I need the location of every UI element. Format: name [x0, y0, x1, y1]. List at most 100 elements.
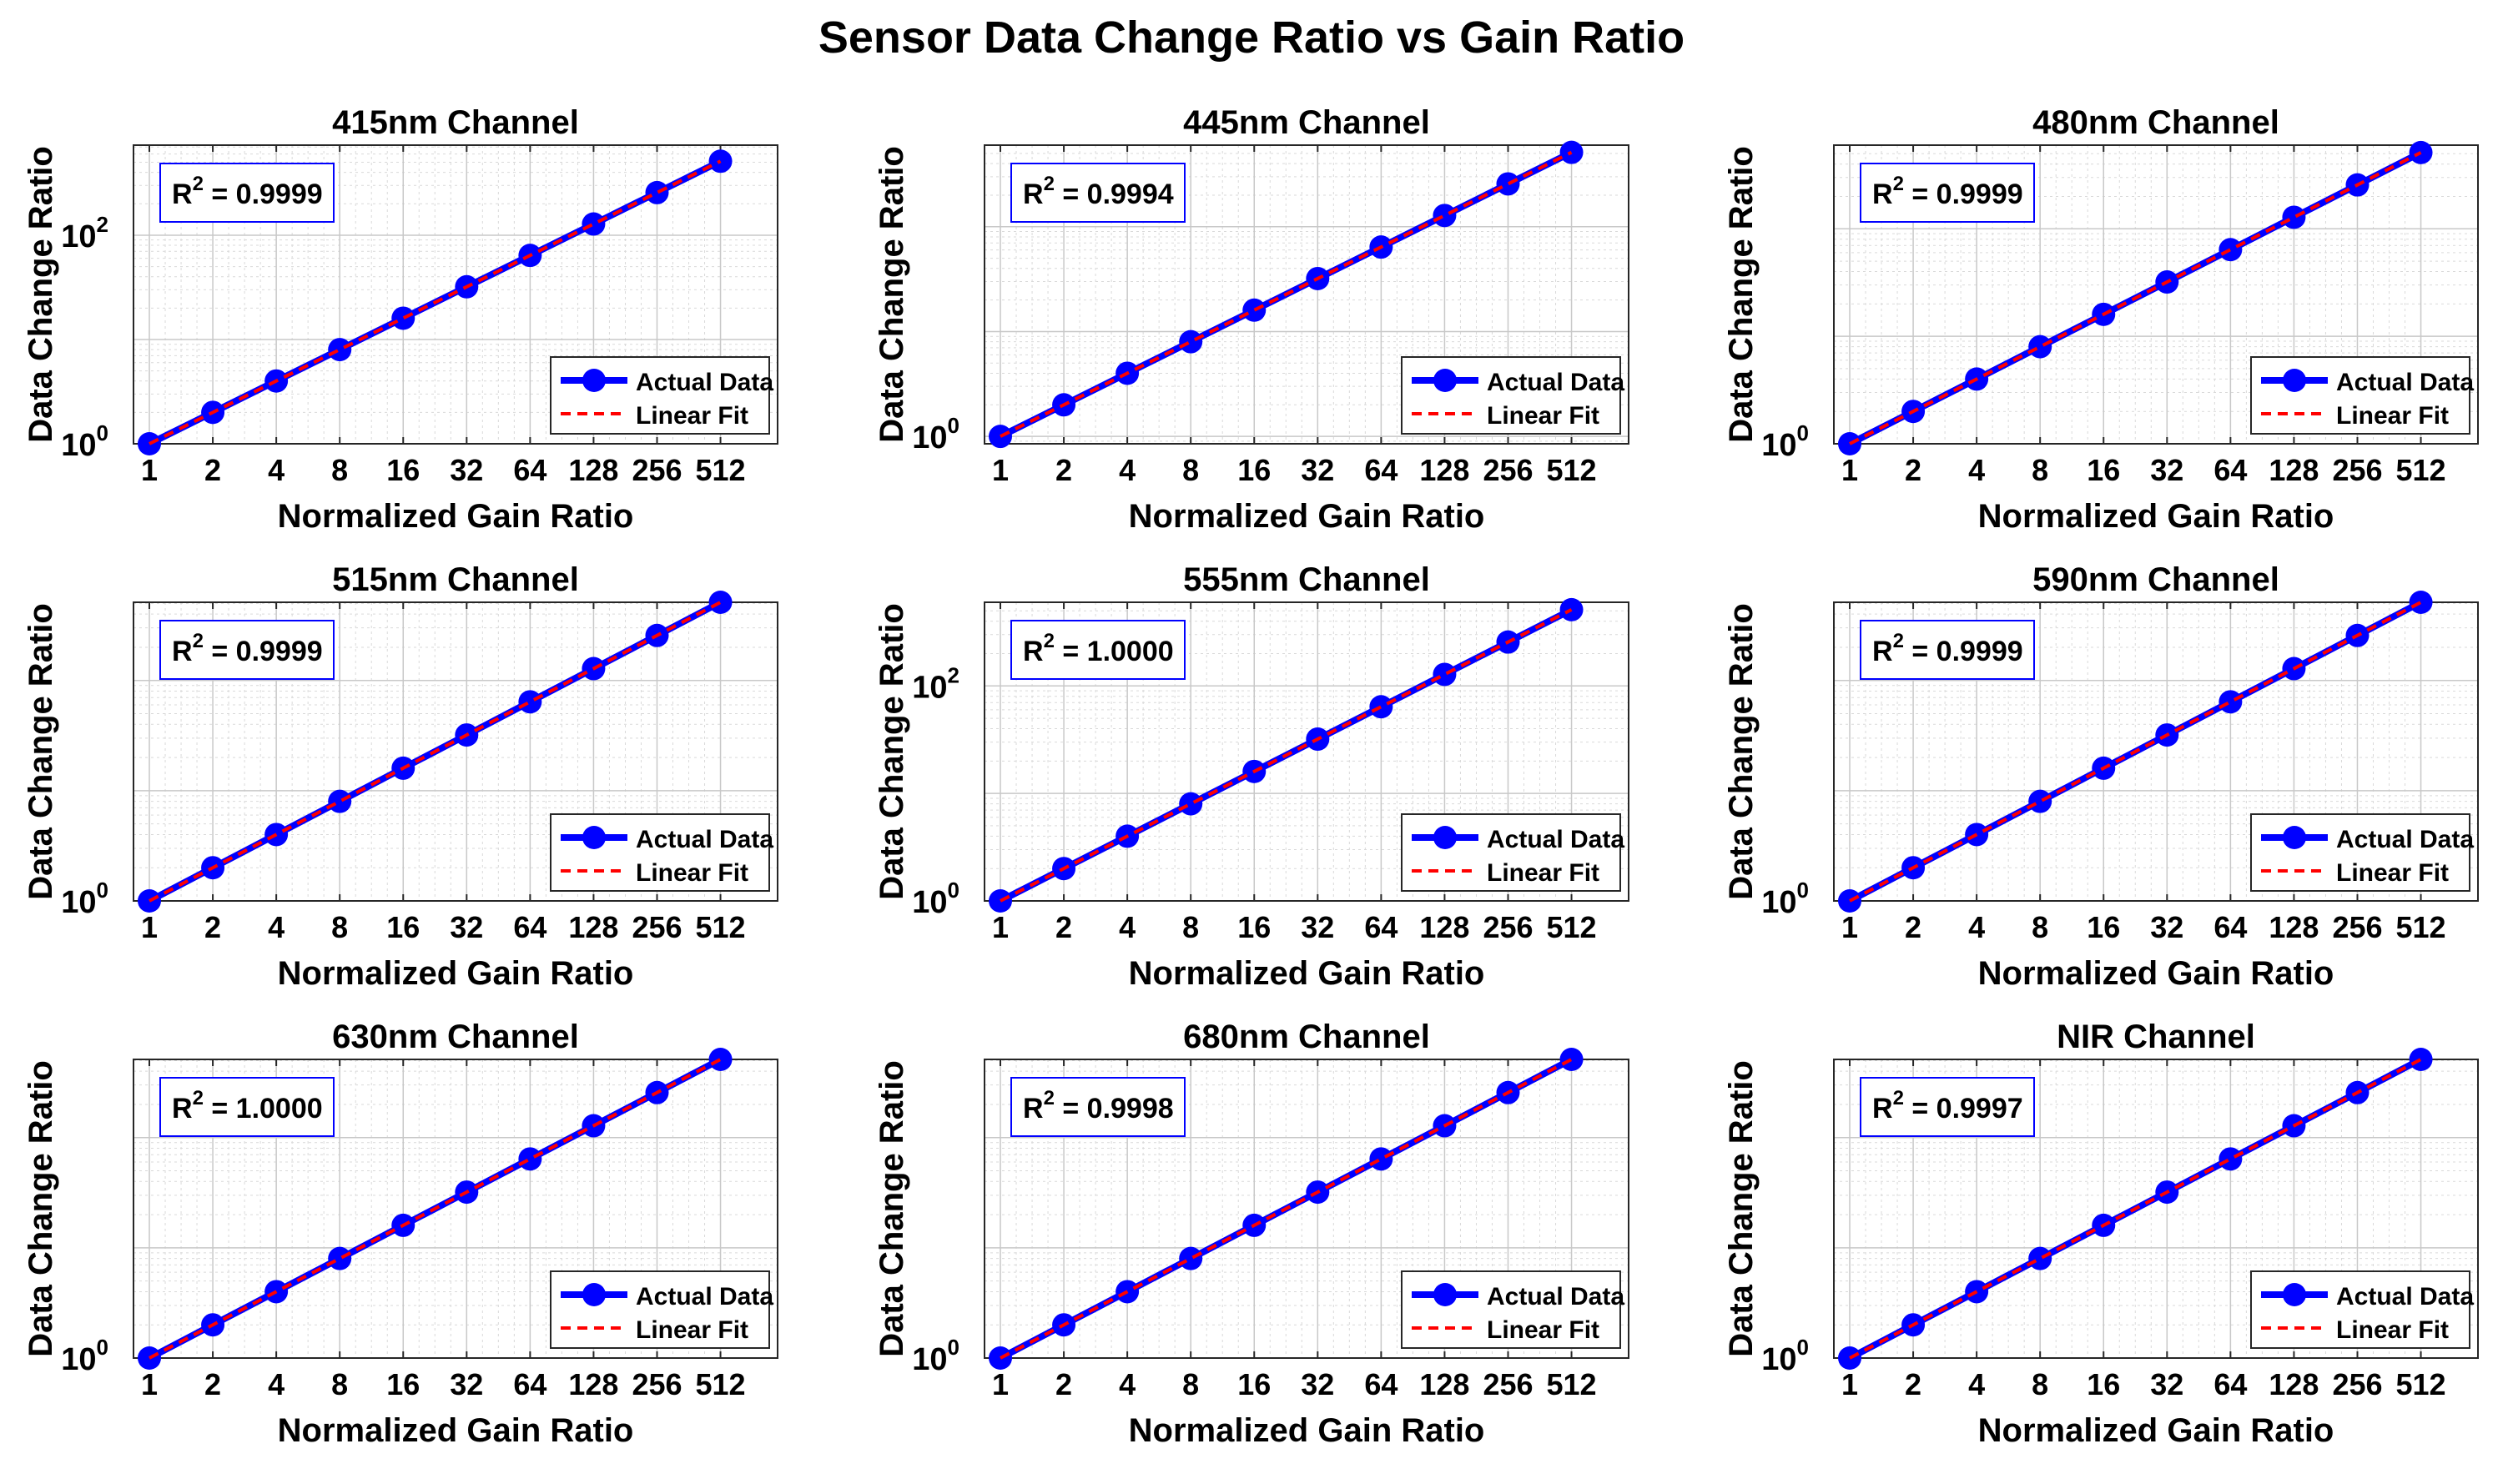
r-squared-sup: 2	[1893, 630, 1904, 652]
x-tick-label: 64	[2213, 453, 2247, 487]
x-tick-label: 16	[1237, 453, 1271, 487]
series-linear-fit-line	[1000, 150, 1573, 438]
r-squared-annotation: R2 = 1.0000	[1010, 620, 1186, 680]
x-tick-label: 32	[2150, 453, 2183, 487]
r-squared-label: R	[1023, 1093, 1044, 1124]
y-tick-base: 10	[912, 420, 947, 455]
r-squared-box	[159, 1077, 335, 1137]
axis-ticks	[1000, 602, 1573, 901]
x-tick-label: 512	[2396, 453, 2446, 487]
x-tick-label: 32	[450, 1367, 483, 1401]
x-tick-label: 1	[1841, 1367, 1858, 1401]
legend-label-actual: Actual Data	[2336, 369, 2474, 396]
r-squared-annotation: R2 = 0.9999	[1860, 620, 2035, 680]
y-tick-exponent: 0	[1797, 420, 1809, 445]
y-tick-base: 10	[912, 885, 947, 920]
x-tick-label: 256	[632, 1367, 682, 1401]
x-tick-label: 32	[450, 453, 483, 487]
x-tick-label: 512	[696, 910, 746, 944]
minor-grid	[985, 1059, 1629, 1358]
x-tick-label: 8	[2032, 453, 2048, 487]
x-tick-label: 32	[2150, 910, 2183, 944]
major-grid	[133, 145, 778, 445]
x-axis-label: Normalized Gain Ratio	[1978, 498, 2334, 535]
axis-ticks	[149, 602, 722, 901]
r-squared-sup: 2	[1044, 173, 1055, 195]
y-axis-label: Data Change Ratio	[23, 146, 59, 443]
x-tick-label: 512	[2396, 910, 2446, 944]
series-linear-fit-line	[1849, 1058, 2422, 1360]
x-tick-label: 128	[568, 1367, 618, 1401]
r-squared-text: R2 = 0.9998	[1023, 1087, 1174, 1124]
actual-data-point	[1496, 172, 1520, 196]
legend-box	[2250, 813, 2470, 892]
x-tick-label: 512	[696, 453, 746, 487]
x-tick-label: 32	[2150, 1367, 2183, 1401]
x-tick-label: 4	[1968, 1367, 1985, 1401]
r-squared-annotation: R2 = 0.9994	[1010, 163, 1186, 223]
r-squared-text: R2 = 1.0000	[172, 1087, 323, 1124]
r-squared-text: R2 = 0.9999	[1872, 173, 2023, 210]
y-tick-base: 10	[1761, 1342, 1796, 1377]
x-tick-label: 256	[632, 453, 682, 487]
r-squared-text: R2 = 0.9994	[1023, 173, 1174, 210]
y-axis-label: Data Change Ratio	[23, 603, 59, 900]
r-squared-label: R	[1872, 1093, 1893, 1124]
r-squared-annotation: R2 = 0.9999	[159, 163, 335, 223]
x-axis-label: Normalized Gain Ratio	[278, 955, 634, 992]
r-squared-text: R2 = 1.0000	[1023, 630, 1174, 667]
actual-data-point	[2028, 789, 2052, 813]
x-axis-label: Normalized Gain Ratio	[1978, 1412, 2334, 1449]
axes-box	[133, 601, 778, 902]
actual-data-point	[2028, 335, 2052, 359]
x-tick-label: 2	[1905, 1367, 1921, 1401]
minor-grid	[1834, 1059, 2478, 1358]
r-squared-value: = 0.9997	[1904, 1093, 2023, 1124]
legend-label-actual: Actual Data	[1487, 1283, 1624, 1310]
r-squared-sup: 2	[1044, 1087, 1055, 1109]
x-tick-label: 1	[141, 1367, 158, 1401]
x-tick-label: 4	[1968, 453, 1985, 487]
x-tick-label: 16	[1237, 910, 1271, 944]
legend-label-fit: Linear Fit	[2336, 859, 2449, 887]
subplot: 1 2 4 8 16 32 64 128 256 512 100 NIR Channel Normali…	[1723, 1019, 2479, 1449]
r-squared-value: = 0.9994	[1055, 179, 1174, 210]
y-axis-label: Data Change Ratio	[874, 1060, 910, 1357]
x-tick-label: 16	[1237, 1367, 1271, 1401]
x-axis-label: Normalized Gain Ratio	[1129, 498, 1485, 535]
actual-data-point	[1179, 1246, 1203, 1270]
axes-box	[984, 601, 1629, 902]
subplot-title: 555nm Channel	[1183, 561, 1430, 598]
y-tick-exponent: 0	[97, 420, 108, 445]
legend: Actual Data Linear Fit	[550, 813, 773, 892]
x-tick-label: 2	[1055, 910, 1072, 944]
r-squared-label: R	[172, 1093, 193, 1124]
legend: Actual Data Linear Fit	[1401, 356, 1624, 435]
legend-actual-marker	[1433, 826, 1457, 849]
r-squared-label: R	[172, 636, 193, 667]
r-squared-text: R2 = 0.9999	[172, 173, 323, 210]
series-linear-fit-line	[149, 159, 722, 445]
r-squared-annotation: R2 = 0.9999	[1860, 163, 2035, 223]
x-tick-label: 64	[1364, 910, 1398, 944]
legend-actual-marker	[582, 826, 606, 849]
subplot: 1 2 4 8 16 32 64 128 256 512 100 630nm Channel Norma…	[23, 1019, 778, 1449]
actual-data-point	[391, 306, 415, 330]
r-squared-value: = 1.0000	[1055, 636, 1174, 667]
axes-box	[1833, 601, 2479, 902]
y-tick-label: 102	[912, 662, 959, 705]
r-squared-text: R2 = 0.9999	[1872, 630, 2023, 667]
y-tick-exponent: 2	[948, 662, 959, 687]
actual-data-point	[1179, 792, 1203, 816]
legend-label-fit: Linear Fit	[636, 1316, 748, 1344]
x-tick-label: 8	[331, 1367, 348, 1401]
axes-box	[133, 1059, 778, 1359]
r-squared-label: R	[1023, 636, 1044, 667]
x-axis-label: Normalized Gain Ratio	[1129, 955, 1485, 992]
x-tick-label: 2	[1905, 453, 1921, 487]
legend-actual-marker	[582, 1283, 606, 1306]
legend: Actual Data Linear Fit	[1401, 1270, 1624, 1349]
y-axis-label: Data Change Ratio	[23, 1060, 59, 1357]
r-squared-box	[1010, 163, 1186, 223]
